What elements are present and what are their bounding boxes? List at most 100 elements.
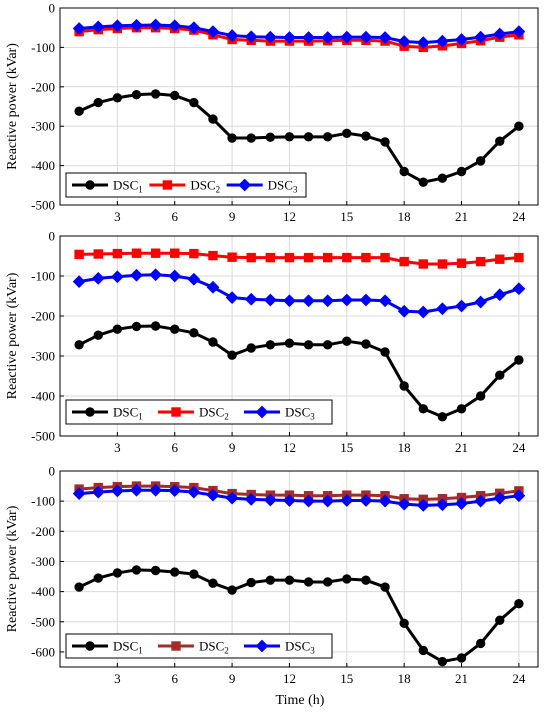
y-tick-label: -100 [31, 269, 55, 284]
data-point-dsc2 [112, 248, 123, 259]
data-point-dsc3 [187, 272, 201, 286]
data-point-dsc3 [225, 491, 239, 505]
data-point-dsc3 [244, 30, 258, 44]
data-point-dsc3 [302, 494, 315, 508]
data-point-dsc3 [321, 494, 335, 508]
data-point-dsc3 [149, 268, 162, 282]
data-point-dsc1 [131, 565, 142, 575]
data-point-dsc3 [244, 492, 258, 506]
legend-marker-dsc1 [85, 641, 95, 651]
data-point-dsc3 [493, 27, 507, 41]
axes-frame [59, 7, 539, 206]
data-point-dsc2 [170, 248, 180, 258]
x-tick-label: 9 [229, 209, 236, 224]
y-tick-label: -500 [31, 429, 55, 444]
legend-label-dsc3: DSC3 [268, 178, 298, 195]
data-point-dsc1 [437, 173, 448, 183]
legend: DSC1 DSC2 DSC3 [65, 172, 307, 198]
data-point-dsc1 [246, 577, 256, 588]
y-tick-label: -400 [31, 158, 55, 173]
data-point-dsc2 [208, 250, 218, 261]
data-point-dsc1 [361, 339, 371, 349]
x-tick-label: 6 [171, 440, 178, 455]
data-point-dsc3 [436, 498, 449, 512]
data-point-dsc3 [302, 31, 315, 44]
data-point-dsc1 [380, 582, 390, 592]
data-point-dsc3 [436, 302, 449, 316]
data-point-dsc1 [284, 575, 295, 585]
x-tick-label: 15 [340, 671, 353, 686]
series-dsc3 [72, 18, 526, 50]
data-point-dsc3 [187, 21, 201, 35]
data-point-dsc1 [284, 338, 295, 348]
data-point-dsc1 [303, 577, 314, 587]
y-tick-label: -100 [31, 40, 55, 55]
data-point-dsc1 [150, 321, 161, 331]
series-dsc3 [72, 483, 526, 512]
data-point-dsc1 [399, 166, 409, 177]
y-tick-label: -200 [31, 79, 55, 94]
data-point-dsc3 [321, 294, 335, 308]
legend-label-dsc1: DSC1 [113, 405, 143, 422]
x-tick-label: 24 [512, 209, 526, 224]
data-point-dsc3 [512, 25, 526, 39]
x-tick-label: 21 [455, 209, 468, 224]
data-point-dsc1 [284, 132, 295, 142]
data-point-dsc3 [283, 294, 296, 308]
data-point-dsc1 [189, 569, 199, 579]
data-point-dsc1 [495, 370, 505, 380]
legend-marker-dsc1 [85, 180, 95, 190]
data-point-dsc2 [227, 252, 237, 262]
data-point-dsc1 [475, 391, 486, 401]
data-point-dsc2 [74, 249, 84, 260]
data-point-dsc3 [397, 497, 411, 511]
data-point-dsc3 [321, 31, 335, 44]
x-tick-label: 24 [512, 440, 526, 455]
y-tick-label: -100 [31, 494, 55, 509]
data-point-dsc3 [283, 31, 296, 44]
y-tick-label: -500 [31, 198, 55, 213]
data-point-dsc3 [130, 18, 143, 32]
data-point-dsc1 [74, 582, 84, 592]
legend-marker-dsc2 [171, 407, 181, 417]
legend: DSC1 DSC2 DSC3 [65, 399, 333, 425]
data-point-dsc2 [265, 252, 276, 263]
legend-label-dsc2: DSC2 [190, 178, 220, 195]
data-point-dsc1 [437, 656, 448, 667]
x-tick-label: 6 [171, 671, 178, 686]
data-point-dsc3 [91, 272, 105, 285]
data-point-dsc1 [189, 328, 199, 338]
legend-marker-dsc1 [85, 407, 95, 417]
data-point-dsc1 [456, 166, 467, 177]
data-point-dsc1 [495, 136, 505, 146]
y-axis-label: Reactive power (kVar) [5, 505, 20, 632]
data-point-dsc3 [416, 498, 430, 512]
data-point-dsc1 [361, 575, 371, 585]
data-point-dsc2 [437, 259, 448, 269]
data-point-dsc3 [91, 20, 105, 34]
legend-label-dsc3: DSC3 [285, 639, 315, 656]
y-tick-label: -400 [31, 584, 55, 599]
y-axis-label: Reactive power (kVar) [5, 272, 20, 399]
legend-marker-dsc3 [255, 405, 269, 419]
data-point-dsc2 [322, 252, 333, 263]
data-point-dsc3 [91, 485, 105, 499]
data-point-dsc3 [378, 294, 392, 308]
y-axis-label: Reactive power (kVar) [5, 43, 20, 170]
data-point-dsc3 [263, 493, 277, 507]
data-point-dsc1 [74, 106, 84, 116]
data-point-dsc3 [263, 30, 277, 44]
x-tick-label: 3 [114, 209, 121, 224]
data-point-dsc3 [436, 34, 449, 48]
data-point-dsc3 [397, 304, 411, 318]
data-point-dsc2 [189, 248, 199, 259]
series-dsc3 [72, 268, 526, 319]
data-point-dsc1 [514, 355, 524, 365]
data-point-dsc3 [168, 484, 182, 497]
data-point-dsc1 [303, 132, 314, 142]
data-point-dsc1 [93, 97, 103, 108]
legend-label-dsc2: DSC2 [199, 405, 229, 422]
data-point-dsc3 [378, 494, 392, 508]
data-point-dsc3 [110, 19, 124, 33]
x-tick-label: 12 [283, 671, 296, 686]
